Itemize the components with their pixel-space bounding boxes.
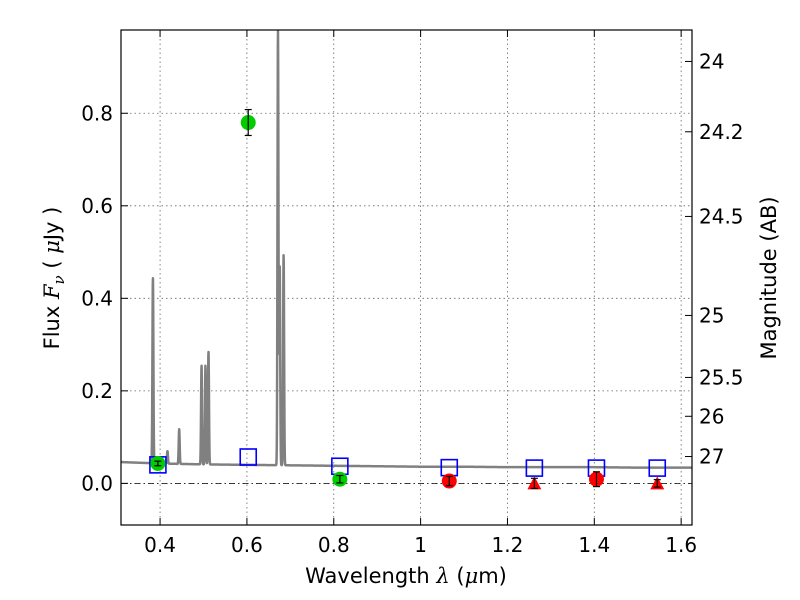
right-tick-label: 26 [699, 404, 724, 428]
y-axis-ticks: 0.0 0.2 0.4 0.6 0.8 [81, 101, 128, 495]
right-axis-label: Magnitude (AB) [757, 196, 781, 359]
model-photometry-square [525, 459, 544, 477]
grid [121, 30, 692, 525]
x-tick-label: 0.4 [144, 533, 176, 557]
model-photometry-square [648, 459, 667, 477]
x-axis-label: Wavelength λ (μm) [305, 564, 507, 588]
x-tick-label: 0.8 [318, 533, 350, 557]
right-tick-label: 27 [699, 445, 724, 469]
right-tick-label: 24.5 [699, 204, 744, 228]
x-tick-label: 1.2 [492, 533, 524, 557]
y-tick-label: 0.6 [81, 194, 113, 218]
right-axis-ticks: 24 24.2 24.5 25 25.5 26 27 [685, 49, 744, 469]
photometry-points [149, 108, 667, 490]
model-spectrum [119, 30, 693, 469]
x-tick-label: 1 [414, 533, 427, 557]
x-tick-label: 0.6 [231, 533, 263, 557]
y-tick-label: 0.2 [81, 379, 113, 403]
x-tick-label: 1.4 [578, 533, 610, 557]
right-tick-label: 25.5 [699, 365, 744, 389]
right-tick-label: 25 [699, 303, 724, 327]
right-tick-label: 24 [699, 49, 724, 73]
right-tick-label: 24.2 [699, 120, 744, 144]
y-tick-label: 0.0 [81, 471, 113, 495]
x-tick-label: 1.6 [665, 533, 697, 557]
model-photometry-square [239, 448, 258, 466]
spectrum-line [119, 30, 693, 469]
plot-frame [120, 29, 693, 526]
y-tick-label: 0.4 [81, 286, 113, 310]
y-axis-label: Flux Fν ( μJy ) [40, 207, 68, 350]
x-axis-ticks: 0.4 0.6 0.8 1 1.2 1.4 1.6 [144, 30, 697, 557]
y-tick-label: 0.8 [81, 101, 113, 125]
